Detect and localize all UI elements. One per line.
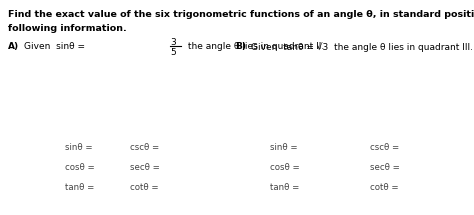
Text: Find the exact value of the six trigonometric functions of an angle θ, in standa: Find the exact value of the six trigonom… [8,10,474,19]
Text: A): A) [8,42,19,51]
Text: secθ =: secθ = [130,163,160,172]
Text: B): B) [235,42,246,51]
Text: cotθ =: cotθ = [370,183,399,192]
Text: the angle θ lies in quadrant II.: the angle θ lies in quadrant II. [185,42,324,51]
Text: cscθ =: cscθ = [130,143,159,152]
Text: 3: 3 [170,38,176,47]
Text: following information.: following information. [8,24,127,33]
Text: 5: 5 [170,48,176,57]
Text: cosθ =: cosθ = [270,163,300,172]
Text: cosθ =: cosθ = [65,163,95,172]
Text: tanθ =: tanθ = [65,183,94,192]
Text: sinθ =: sinθ = [65,143,92,152]
Text: cotθ =: cotθ = [130,183,159,192]
Text: Given  tanθ = √3  the angle θ lies in quadrant III.: Given tanθ = √3 the angle θ lies in quad… [251,42,473,52]
Text: secθ =: secθ = [370,163,400,172]
Text: Given  sinθ =: Given sinθ = [24,42,85,51]
Text: tanθ =: tanθ = [270,183,300,192]
Text: sinθ =: sinθ = [270,143,298,152]
Text: cscθ =: cscθ = [370,143,399,152]
